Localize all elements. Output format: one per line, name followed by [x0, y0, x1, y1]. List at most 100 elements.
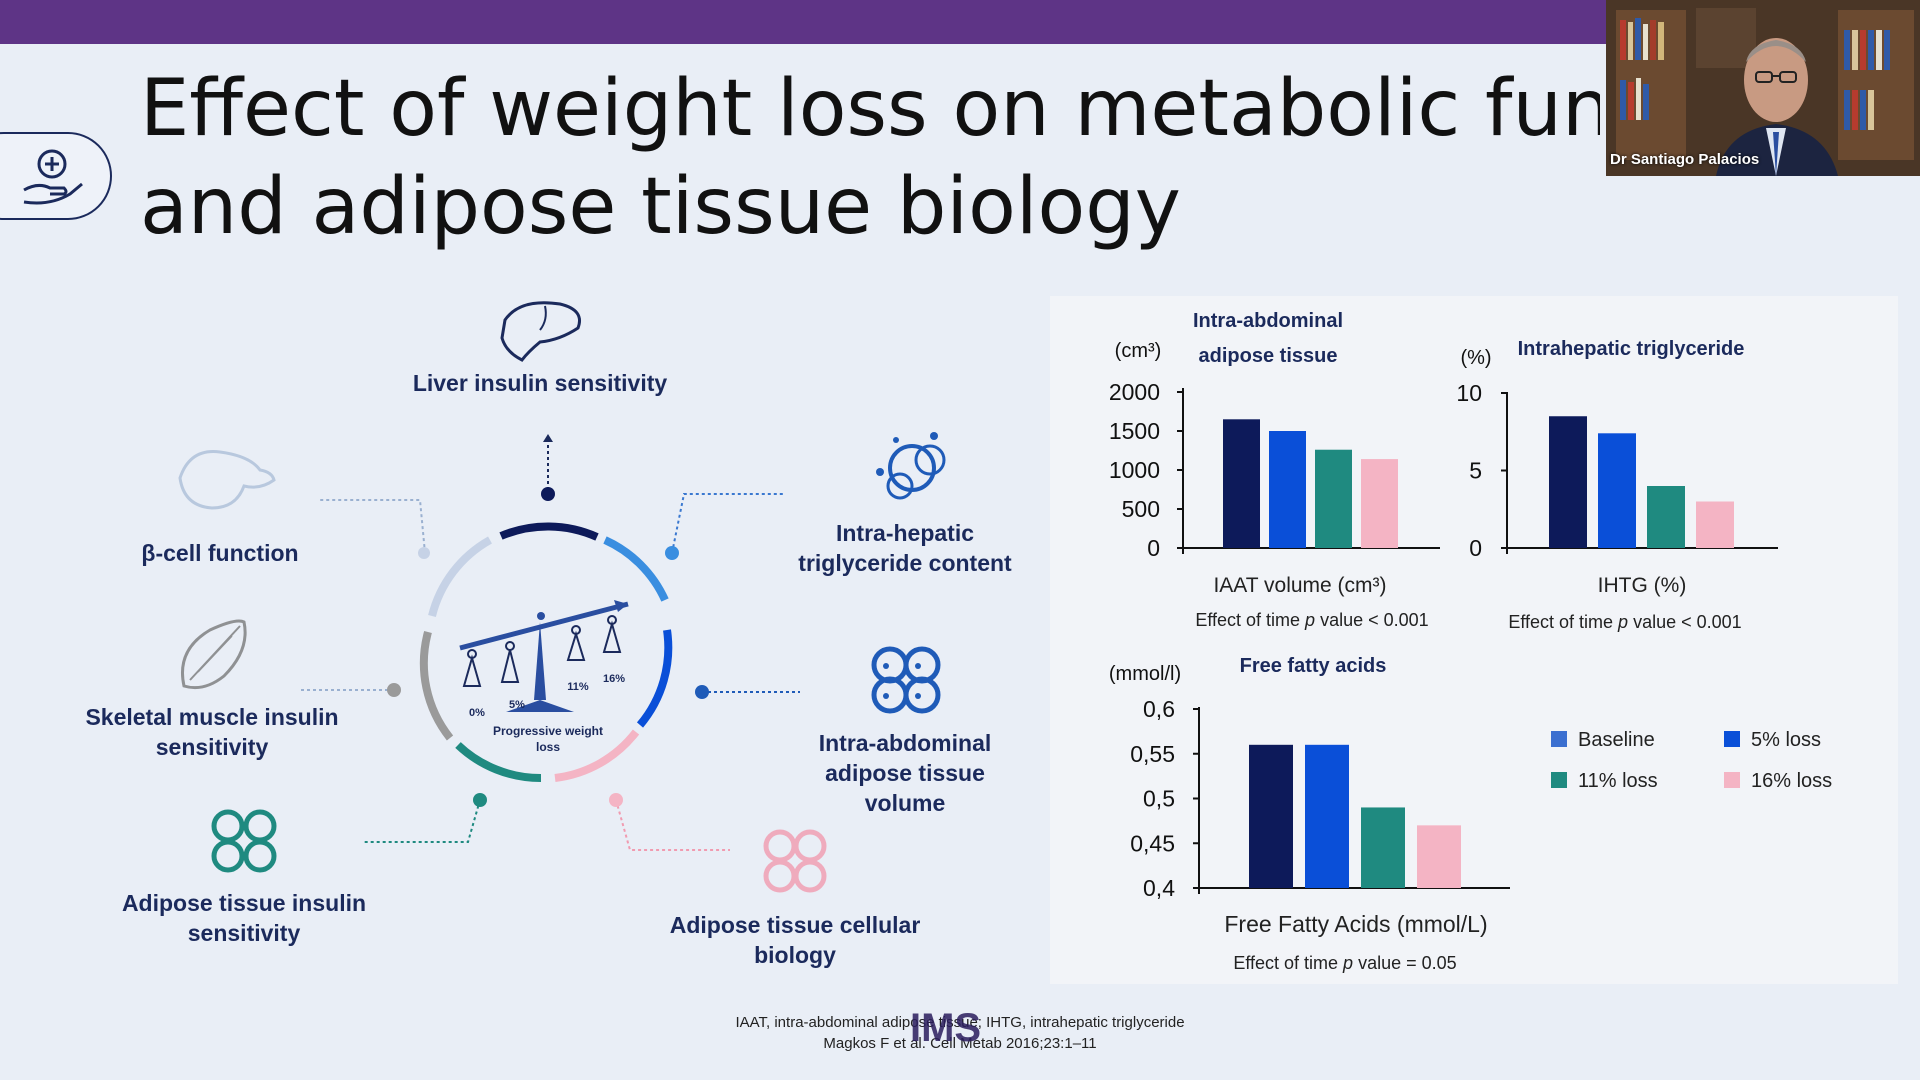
adipocyte-pink-icon	[763, 829, 827, 893]
ims-logo: IMS	[910, 1006, 982, 1050]
muscle-icon	[181, 619, 247, 690]
chart1-note-p: p	[1304, 610, 1315, 630]
chart2-unit: (%)	[1460, 347, 1491, 369]
iaat-volume-label-line-2: adipose tissue	[825, 760, 985, 786]
slide-title-line-2: and adipose tissue biology	[140, 162, 1181, 250]
weight-loss-diagram: 0% 5% 11% 16% Progressive weight loss	[178, 301, 946, 893]
chart1-note: Effect of time p value < 0.001	[1195, 610, 1428, 630]
scale-label-16: 16%	[603, 673, 625, 685]
connector-arrows	[300, 434, 800, 851]
chart3-title: Free fatty acids	[1240, 655, 1387, 677]
chart2-note: Effect of time p value < 0.001	[1508, 612, 1741, 632]
adipose-insulin-label-line-2: sensitivity	[187, 920, 301, 946]
liver-insulin-label: Liver insulin sensitivity	[412, 370, 668, 396]
chart3-ytick-4: 0,45	[1130, 830, 1175, 856]
chart2-title: Intrahepatic triglyceride	[1518, 338, 1745, 360]
chart-legend: Baseline 5% loss 11% loss 16% loss	[1551, 729, 1832, 792]
chart3-note: Effect of time p value = 0.05	[1233, 953, 1456, 973]
intra-hepatic-label: Intra-hepatic triglyceride content	[760, 518, 1050, 578]
chart1-title-line-1: Intra-abdominal	[1193, 310, 1343, 332]
chart2-ytick-3: 0	[1469, 535, 1482, 561]
chart2-ytick-1: 10	[1456, 380, 1482, 406]
beta-cell-label: β-cell function	[141, 540, 299, 566]
chart3-bar-3	[1361, 807, 1405, 888]
chart3-bar-2	[1305, 744, 1349, 888]
chart1-bar-4	[1361, 459, 1398, 548]
chart2-bar-3	[1647, 486, 1685, 548]
fat-droplet-icon	[876, 432, 946, 500]
adipocyte-teal-icon	[211, 809, 277, 873]
chart2-xlabel: IHTG (%)	[1598, 574, 1687, 597]
chart3-note-suffix: value = 0.05	[1353, 953, 1457, 973]
chart3-ytick-1: 0,6	[1143, 696, 1175, 722]
chart3-xlabel: Free Fatty Acids (mmol/L)	[1224, 911, 1487, 937]
chart3-unit: (mmol/l)	[1109, 663, 1181, 685]
presenter-name: Dr Santiago Palacios	[1610, 151, 1760, 168]
chart1-bar-3	[1315, 449, 1352, 548]
liver-icon	[500, 301, 581, 362]
hand-heart-icon	[23, 149, 83, 205]
chart-panel	[1050, 296, 1898, 984]
chart1-ytick-5: 0	[1147, 535, 1160, 561]
chart2-note-suffix: value < 0.001	[1628, 612, 1742, 632]
chart2-bar-2	[1598, 433, 1636, 548]
iaat-volume-label: Intra-abdominal adipose tissue volume	[790, 728, 1020, 818]
footnote-line-2: Magkos F et al. Cell Metab 2016;23:1–11	[823, 1035, 1097, 1052]
center-label-line-2: loss	[536, 740, 560, 754]
adipose-cellular-label-line-1: Adipose tissue cellular	[669, 912, 921, 938]
chart3-ytick-3: 0,5	[1143, 786, 1175, 812]
chart3-ytick-5: 0,4	[1143, 875, 1175, 901]
legend-swatch-baseline	[1551, 731, 1567, 747]
legend-label-16: 16% loss	[1751, 770, 1832, 792]
chart1-ytick-4: 500	[1122, 496, 1160, 522]
chart1-ytick-3: 1000	[1109, 457, 1160, 483]
top-banner	[0, 0, 1920, 44]
legend-label-5: 5% loss	[1751, 729, 1821, 751]
footnote: IAAT, intra-abdominal adipose tissue; IH…	[640, 1012, 1280, 1054]
intra-hepatic-label-line-1: Intra-hepatic	[835, 520, 975, 546]
chart3-note-p: p	[1342, 953, 1353, 973]
scale-label-0: 0%	[469, 707, 485, 719]
care-badge	[0, 132, 112, 220]
adipose-insulin-label-line-1: Adipose tissue insulin	[121, 890, 367, 916]
chart1-xlabel: IAAT volume (cm³)	[1213, 574, 1386, 597]
chart3-bar-1	[1249, 744, 1293, 888]
progress-ring	[419, 522, 673, 783]
chart1-ytick-1: 2000	[1109, 379, 1160, 405]
adipose-cellular-label: Adipose tissue cellular biology	[650, 910, 940, 970]
slide-title: Effect of weight loss on metabolic funct…	[140, 60, 1600, 250]
slide-title-line-1: Effect of weight loss on metabolic funct…	[140, 64, 1600, 154]
center-label-line-1: Progressive weight	[493, 724, 603, 738]
scale-icon	[459, 600, 629, 712]
legend-swatch-16	[1724, 772, 1740, 788]
scale-label-11: 11%	[567, 681, 589, 693]
chart1-ytick-2: 1500	[1109, 418, 1160, 444]
skeletal-muscle-label: Skeletal muscle insulin sensitivity	[62, 702, 362, 762]
chart1-note-prefix: Effect of time	[1195, 610, 1305, 630]
legend-swatch-5	[1724, 731, 1740, 747]
legend-label-11: 11% loss	[1578, 770, 1658, 792]
chart1-title-line-2: adipose tissue	[1199, 345, 1338, 367]
skeletal-muscle-label-line-1: Skeletal muscle insulin	[85, 704, 339, 730]
presenter-video-tile[interactable]: Dr Santiago Palacios	[1606, 0, 1920, 176]
legend-swatch-11	[1551, 772, 1567, 788]
chart1-bar-2	[1269, 431, 1306, 548]
presenter-video-feed	[1606, 0, 1920, 176]
chart2-note-p: p	[1617, 612, 1628, 632]
legend-label-baseline: Baseline	[1578, 729, 1655, 751]
footnote-line-1: IAAT, intra-abdominal adipose tissue; IH…	[735, 1014, 1185, 1031]
chart2-ytick-2: 5	[1469, 458, 1482, 484]
skeletal-muscle-label-line-2: sensitivity	[155, 734, 269, 760]
chart2-bar-4	[1696, 501, 1734, 548]
chart3-ytick-2: 0,55	[1130, 741, 1175, 767]
chart3-note-prefix: Effect of time	[1233, 953, 1343, 973]
chart1-note-suffix: value < 0.001	[1315, 610, 1429, 630]
iaat-volume-label-line-1: Intra-abdominal	[818, 730, 992, 756]
scale-label-5: 5%	[509, 699, 525, 711]
chart1-bar-1	[1223, 419, 1260, 548]
adipose-cellular-label-line-2: biology	[754, 942, 836, 968]
chart2-note-prefix: Effect of time	[1508, 612, 1618, 632]
chart3-bar-4	[1417, 825, 1461, 888]
iaat-volume-label-line-3: volume	[864, 790, 946, 816]
